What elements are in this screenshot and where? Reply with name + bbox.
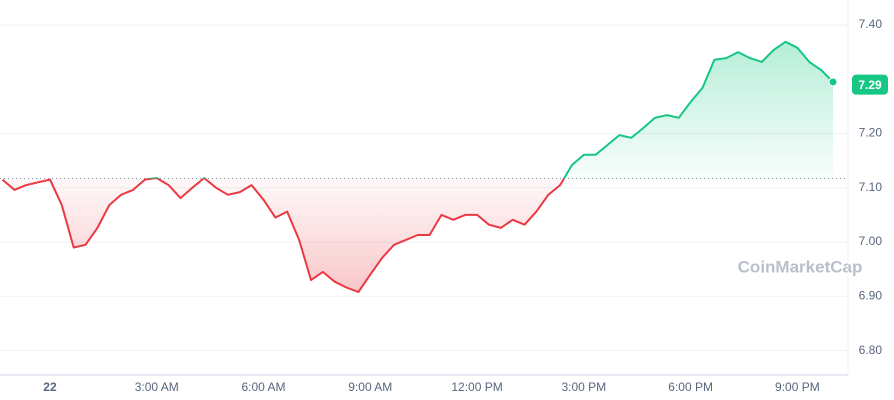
y-tick-label: 7.00 (859, 234, 883, 248)
x-tick-label: 22 (43, 380, 57, 394)
x-tick-label: 3:00 PM (561, 380, 606, 394)
x-tick-label: 9:00 PM (775, 380, 820, 394)
last-point (828, 77, 838, 87)
y-tick-label: 7.20 (859, 126, 883, 140)
price-badge (852, 74, 888, 95)
x-tick-label: 12:00 PM (451, 380, 502, 394)
x-tick-label: 6:00 PM (668, 380, 713, 394)
y-tick-label: 6.90 (859, 288, 883, 302)
y-tick-label: 6.80 (859, 343, 883, 357)
x-tick-label: 9:00 AM (348, 380, 392, 394)
watermark: CoinMarketCap (738, 257, 863, 276)
price-line (1, 40, 834, 293)
price-label: 7.29 (858, 78, 882, 92)
x-tick-label: 3:00 AM (135, 380, 179, 394)
y-tick-label: 7.10 (859, 180, 883, 194)
area-fill (2, 41, 833, 292)
x-tick-label: 6:00 AM (241, 380, 285, 394)
y-tick-label: 7.40 (859, 17, 883, 31)
